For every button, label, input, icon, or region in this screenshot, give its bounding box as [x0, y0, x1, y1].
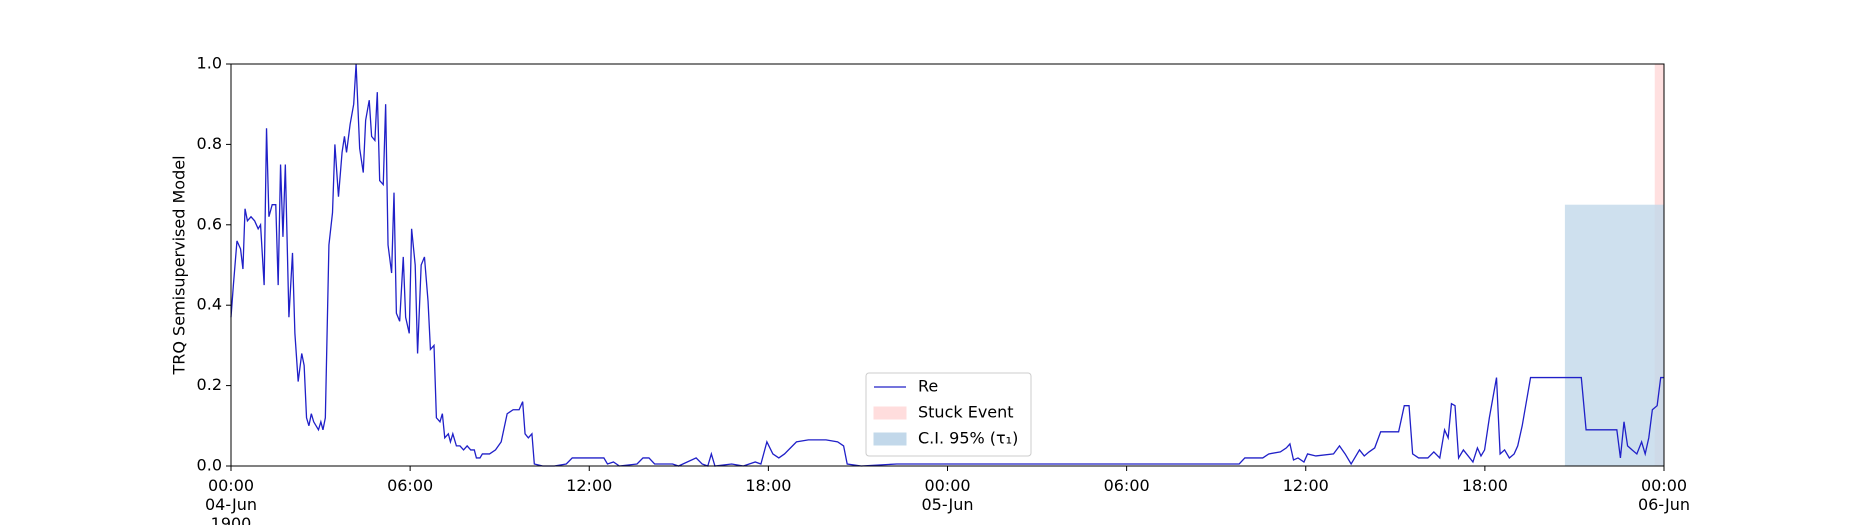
legend-swatch	[873, 406, 907, 420]
x-tick-label: 18:00	[1461, 476, 1508, 495]
legend: Re Stuck Event C.I. 95% (τ₁)	[865, 372, 1032, 457]
x-tick-label: 00:00 04-Jun 1900	[204, 476, 258, 525]
x-tick-label: 12:00	[1282, 476, 1329, 495]
x-tick-label: 06:00	[1103, 476, 1150, 495]
legend-label: C.I. 95% (τ₁)	[918, 429, 1018, 448]
y-tick-label: 0.8	[197, 134, 222, 153]
y-tick-label: 0.6	[197, 214, 222, 233]
line	[230, 63, 1664, 467]
x-tick-label: 00:00 05-Jun	[921, 476, 974, 514]
span	[1564, 204, 1664, 466]
legend-label: Re	[918, 377, 938, 396]
y-tick-label: 0.4	[197, 295, 222, 314]
y-tick-label: 0.0	[197, 456, 222, 475]
x-tick-label: 18:00	[745, 476, 792, 495]
x-tick-label: 00:00 06-Jun	[1637, 476, 1691, 514]
x-tick-label: 12:00	[566, 476, 613, 495]
plot-frame	[230, 63, 1665, 467]
y-tick-label: 1.0	[197, 54, 222, 73]
x-tick-label: 06:00	[387, 476, 434, 495]
legend-swatch	[873, 432, 907, 446]
y-axis-label: TRQ Semisupervised Model	[170, 155, 189, 375]
y-tick-label: 0.2	[197, 375, 222, 394]
legend-box	[865, 372, 1032, 457]
legend-label: Stuck Event	[918, 403, 1014, 422]
